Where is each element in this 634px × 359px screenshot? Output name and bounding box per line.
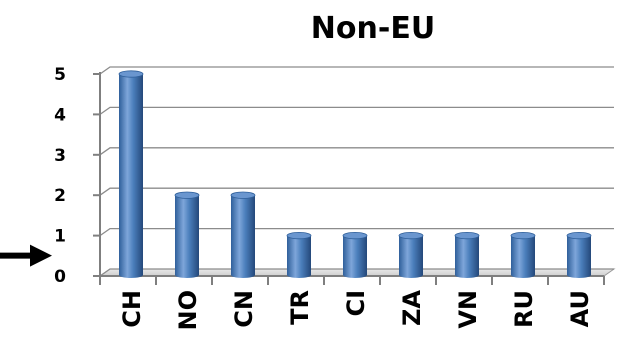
y-tick-label: 3 [54, 146, 66, 166]
bar-body [511, 235, 535, 278]
x-tick-label: AU [566, 290, 594, 327]
y-tick-label: 1 [54, 227, 66, 247]
bar-VN [454, 232, 480, 278]
x-tick-label: CI [342, 290, 370, 317]
bar-body [567, 235, 591, 278]
y-tick-label: 2 [54, 186, 66, 206]
gridline [99, 66, 614, 75]
bar-ZA [398, 232, 424, 278]
bar-top [174, 191, 200, 199]
bar-top [398, 232, 424, 240]
gridline [99, 227, 614, 237]
chart-title: Non-EU [311, 11, 435, 46]
bar-body [175, 195, 199, 278]
x-tick-label: NO [174, 290, 202, 331]
bar-CH [118, 70, 144, 278]
bar-top [286, 232, 312, 240]
annotation [0, 244, 52, 267]
bar-top [566, 232, 592, 240]
bar-AU [566, 232, 592, 278]
bar-top [342, 232, 368, 240]
bar-top [230, 191, 256, 199]
gridline [99, 268, 614, 277]
bar-RU [510, 232, 536, 278]
x-tick-label: ZA [398, 290, 426, 326]
grid [98, 66, 616, 277]
y-tick-label: 5 [54, 65, 66, 85]
y-tick-label: 4 [54, 105, 66, 125]
x-tick-label: CH [118, 290, 146, 328]
bars [118, 70, 592, 278]
bar-body [287, 235, 311, 278]
bar-body [455, 235, 479, 278]
x-tick-label: CN [230, 290, 258, 328]
y-tick-label: 0 [54, 267, 66, 287]
x-tick-label: TR [286, 290, 314, 325]
arrow-head-icon [30, 244, 52, 267]
x-tick-label: RU [510, 290, 538, 328]
y-axis-ticks: 0 1 2 3 4 5 [54, 65, 66, 287]
bar-body [399, 235, 423, 278]
bar-NO [174, 191, 200, 278]
bar-top [510, 232, 536, 240]
gridline [99, 147, 614, 156]
gridline [99, 106, 614, 115]
x-axis-ticks: CH NO CN TR CI ZA VN RU AU [118, 290, 594, 331]
bar-CN [230, 191, 256, 278]
x-tick-label: VN [454, 290, 482, 329]
bar-top [454, 232, 480, 240]
bar-body [119, 74, 143, 278]
bar-body [343, 235, 367, 278]
bar-body [231, 195, 255, 278]
bar-TR [286, 232, 312, 278]
gridline [99, 187, 614, 196]
bar-CI [342, 232, 368, 278]
bar-top [118, 70, 144, 78]
